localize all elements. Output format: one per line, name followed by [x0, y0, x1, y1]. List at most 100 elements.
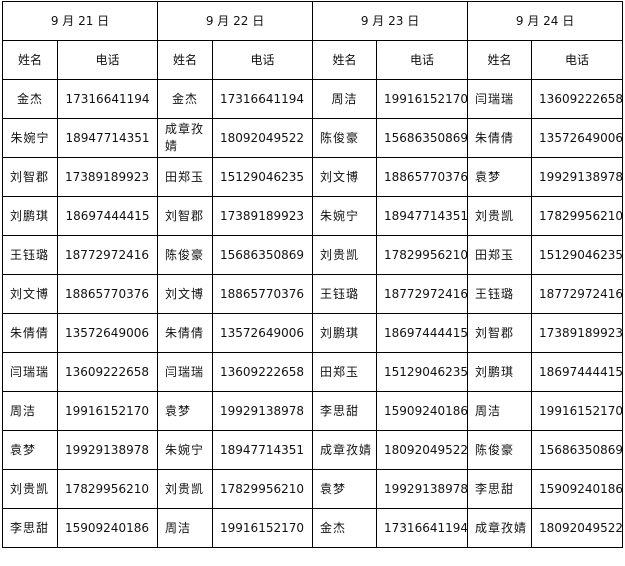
name-cell: 李思甜 — [312, 391, 378, 431]
name-cell: 刘智郡 — [467, 313, 533, 353]
date-header: 9 月 23 日 — [312, 1, 469, 41]
phone-cell: 17389189923 — [56, 157, 159, 197]
name-cell: 陈俊豪 — [467, 430, 533, 470]
phone-cell: 18947714351 — [376, 196, 469, 236]
name-column-header: 姓名 — [2, 40, 58, 80]
name-cell: 王钰璐 — [2, 235, 58, 275]
name-cell: 王钰璐 — [312, 274, 378, 314]
name-column-header: 姓名 — [157, 40, 214, 80]
name-cell: 刘文博 — [2, 274, 58, 314]
phone-cell: 17829956210 — [212, 469, 314, 509]
name-cell: 金杰 — [2, 79, 58, 119]
name-cell: 周洁 — [2, 391, 58, 431]
name-cell: 刘智郡 — [157, 196, 214, 236]
phone-cell: 17389189923 — [531, 313, 624, 353]
name-cell: 刘智郡 — [2, 157, 58, 197]
date-header: 9 月 21 日 — [1, 1, 159, 41]
table-row: 周洁 19916152170 袁梦 19929138978 李思甜 15909240186… — [2, 391, 624, 431]
name-cell: 成章孜婧 — [157, 118, 214, 158]
phone-cell: 17829956210 — [376, 235, 469, 275]
name-cell: 刘鹏琪 — [467, 352, 533, 392]
name-cell: 田郑玉 — [312, 352, 378, 392]
phone-cell: 13609222658 — [531, 79, 624, 119]
name-cell: 刘贵凯 — [467, 196, 533, 236]
phone-cell: 18772972416 — [56, 235, 159, 275]
name-cell: 朱婉宁 — [157, 430, 214, 470]
name-cell: 刘鹏琪 — [312, 313, 378, 353]
phone-column-header: 电话 — [56, 40, 159, 80]
date-header: 9 月 22 日 — [157, 1, 314, 41]
phone-cell: 15129046235 — [531, 235, 624, 275]
date-header: 9 月 24 日 — [467, 1, 624, 41]
phone-cell: 18865770376 — [56, 274, 159, 314]
name-cell: 袁梦 — [2, 430, 58, 470]
name-cell: 闫瑞瑞 — [157, 352, 214, 392]
phone-cell: 19929138978 — [212, 391, 314, 431]
phone-cell: 15686350869 — [531, 430, 624, 470]
table-row: 金杰 17316641194 金杰 17316641194 周洁 19916152170 闫… — [2, 79, 624, 119]
name-cell: 周洁 — [312, 79, 378, 119]
table-row: 朱婉宁 18947714351 成章孜婧 18092049522 陈俊豪 15686350… — [2, 118, 624, 158]
name-cell: 李思甜 — [2, 508, 58, 548]
phone-cell: 18865770376 — [376, 157, 469, 197]
phone-column-header: 电话 — [376, 40, 469, 80]
phone-cell: 13609222658 — [212, 352, 314, 392]
phone-cell: 18697444415 — [531, 352, 624, 392]
name-cell: 朱婉宁 — [312, 196, 378, 236]
phone-cell: 19929138978 — [376, 469, 469, 509]
phone-cell: 13572649006 — [56, 313, 159, 353]
name-cell: 刘贵凯 — [2, 469, 58, 509]
name-cell: 闫瑞瑞 — [2, 352, 58, 392]
phone-cell: 19916152170 — [212, 508, 314, 548]
phone-cell: 15909240186 — [531, 469, 624, 509]
name-cell: 李思甜 — [467, 469, 533, 509]
phone-cell: 17316641194 — [376, 508, 469, 548]
phone-cell: 18697444415 — [376, 313, 469, 353]
phone-cell: 18772972416 — [376, 274, 469, 314]
name-cell: 朱倩倩 — [467, 118, 533, 158]
name-column-header: 姓名 — [312, 40, 378, 80]
name-cell: 金杰 — [157, 79, 214, 119]
phone-cell: 13609222658 — [56, 352, 159, 392]
name-cell: 成章孜婧 — [312, 430, 378, 470]
phone-cell: 13572649006 — [531, 118, 624, 158]
phone-cell: 17829956210 — [531, 196, 624, 236]
phone-cell: 18947714351 — [212, 430, 314, 470]
phone-cell: 18092049522 — [531, 508, 624, 548]
date-header-row: 9 月 21 日 9 月 22 日 9 月 23 日 9 月 24 日 — [1, 1, 624, 41]
name-cell: 朱倩倩 — [157, 313, 214, 353]
table-row: 李思甜 15909240186 周洁 19916152170 金杰 17316641194… — [2, 508, 624, 548]
table-row: 刘贵凯 17829956210 刘贵凯 17829956210 袁梦 1992913897… — [2, 469, 624, 509]
phone-cell: 17829956210 — [56, 469, 159, 509]
phone-cell: 19929138978 — [531, 157, 624, 197]
table-row: 刘鹏琪 18697444415 刘智郡 17389189923 朱婉宁 189477143… — [2, 196, 624, 236]
table-row: 闫瑞瑞 13609222658 闫瑞瑞 13609222658 田郑玉 151290462… — [2, 352, 624, 392]
name-cell: 田郑玉 — [157, 157, 214, 197]
name-cell: 周洁 — [157, 508, 214, 548]
phone-cell: 17389189923 — [212, 196, 314, 236]
table-row: 刘文博 18865770376 刘文博 18865770376 王钰璐 187729724… — [2, 274, 624, 314]
phone-cell: 13572649006 — [212, 313, 314, 353]
phone-cell: 15686350869 — [376, 118, 469, 158]
name-cell: 周洁 — [467, 391, 533, 431]
table-row: 王钰璐 18772972416 陈俊豪 15686350869 刘贵凯 178299562… — [2, 235, 624, 275]
name-cell: 刘文博 — [157, 274, 214, 314]
table-row: 朱倩倩 13572649006 朱倩倩 13572649006 刘鹏琪 186974444… — [2, 313, 624, 353]
name-cell: 朱婉宁 — [2, 118, 58, 158]
name-cell: 袁梦 — [467, 157, 533, 197]
name-cell: 刘鹏琪 — [2, 196, 58, 236]
phone-cell: 18697444415 — [56, 196, 159, 236]
phone-cell: 15909240186 — [56, 508, 159, 548]
phone-cell: 15909240186 — [376, 391, 469, 431]
phone-cell: 19916152170 — [531, 391, 624, 431]
phone-cell: 18092049522 — [212, 118, 314, 158]
name-cell: 袁梦 — [312, 469, 378, 509]
name-cell: 闫瑞瑞 — [467, 79, 533, 119]
phone-cell: 18865770376 — [212, 274, 314, 314]
phone-cell: 17316641194 — [212, 79, 314, 119]
phone-cell: 19916152170 — [376, 79, 469, 119]
phone-cell: 18092049522 — [376, 430, 469, 470]
phone-cell: 15686350869 — [212, 235, 314, 275]
name-cell: 陈俊豪 — [157, 235, 214, 275]
name-cell: 田郑玉 — [467, 235, 533, 275]
